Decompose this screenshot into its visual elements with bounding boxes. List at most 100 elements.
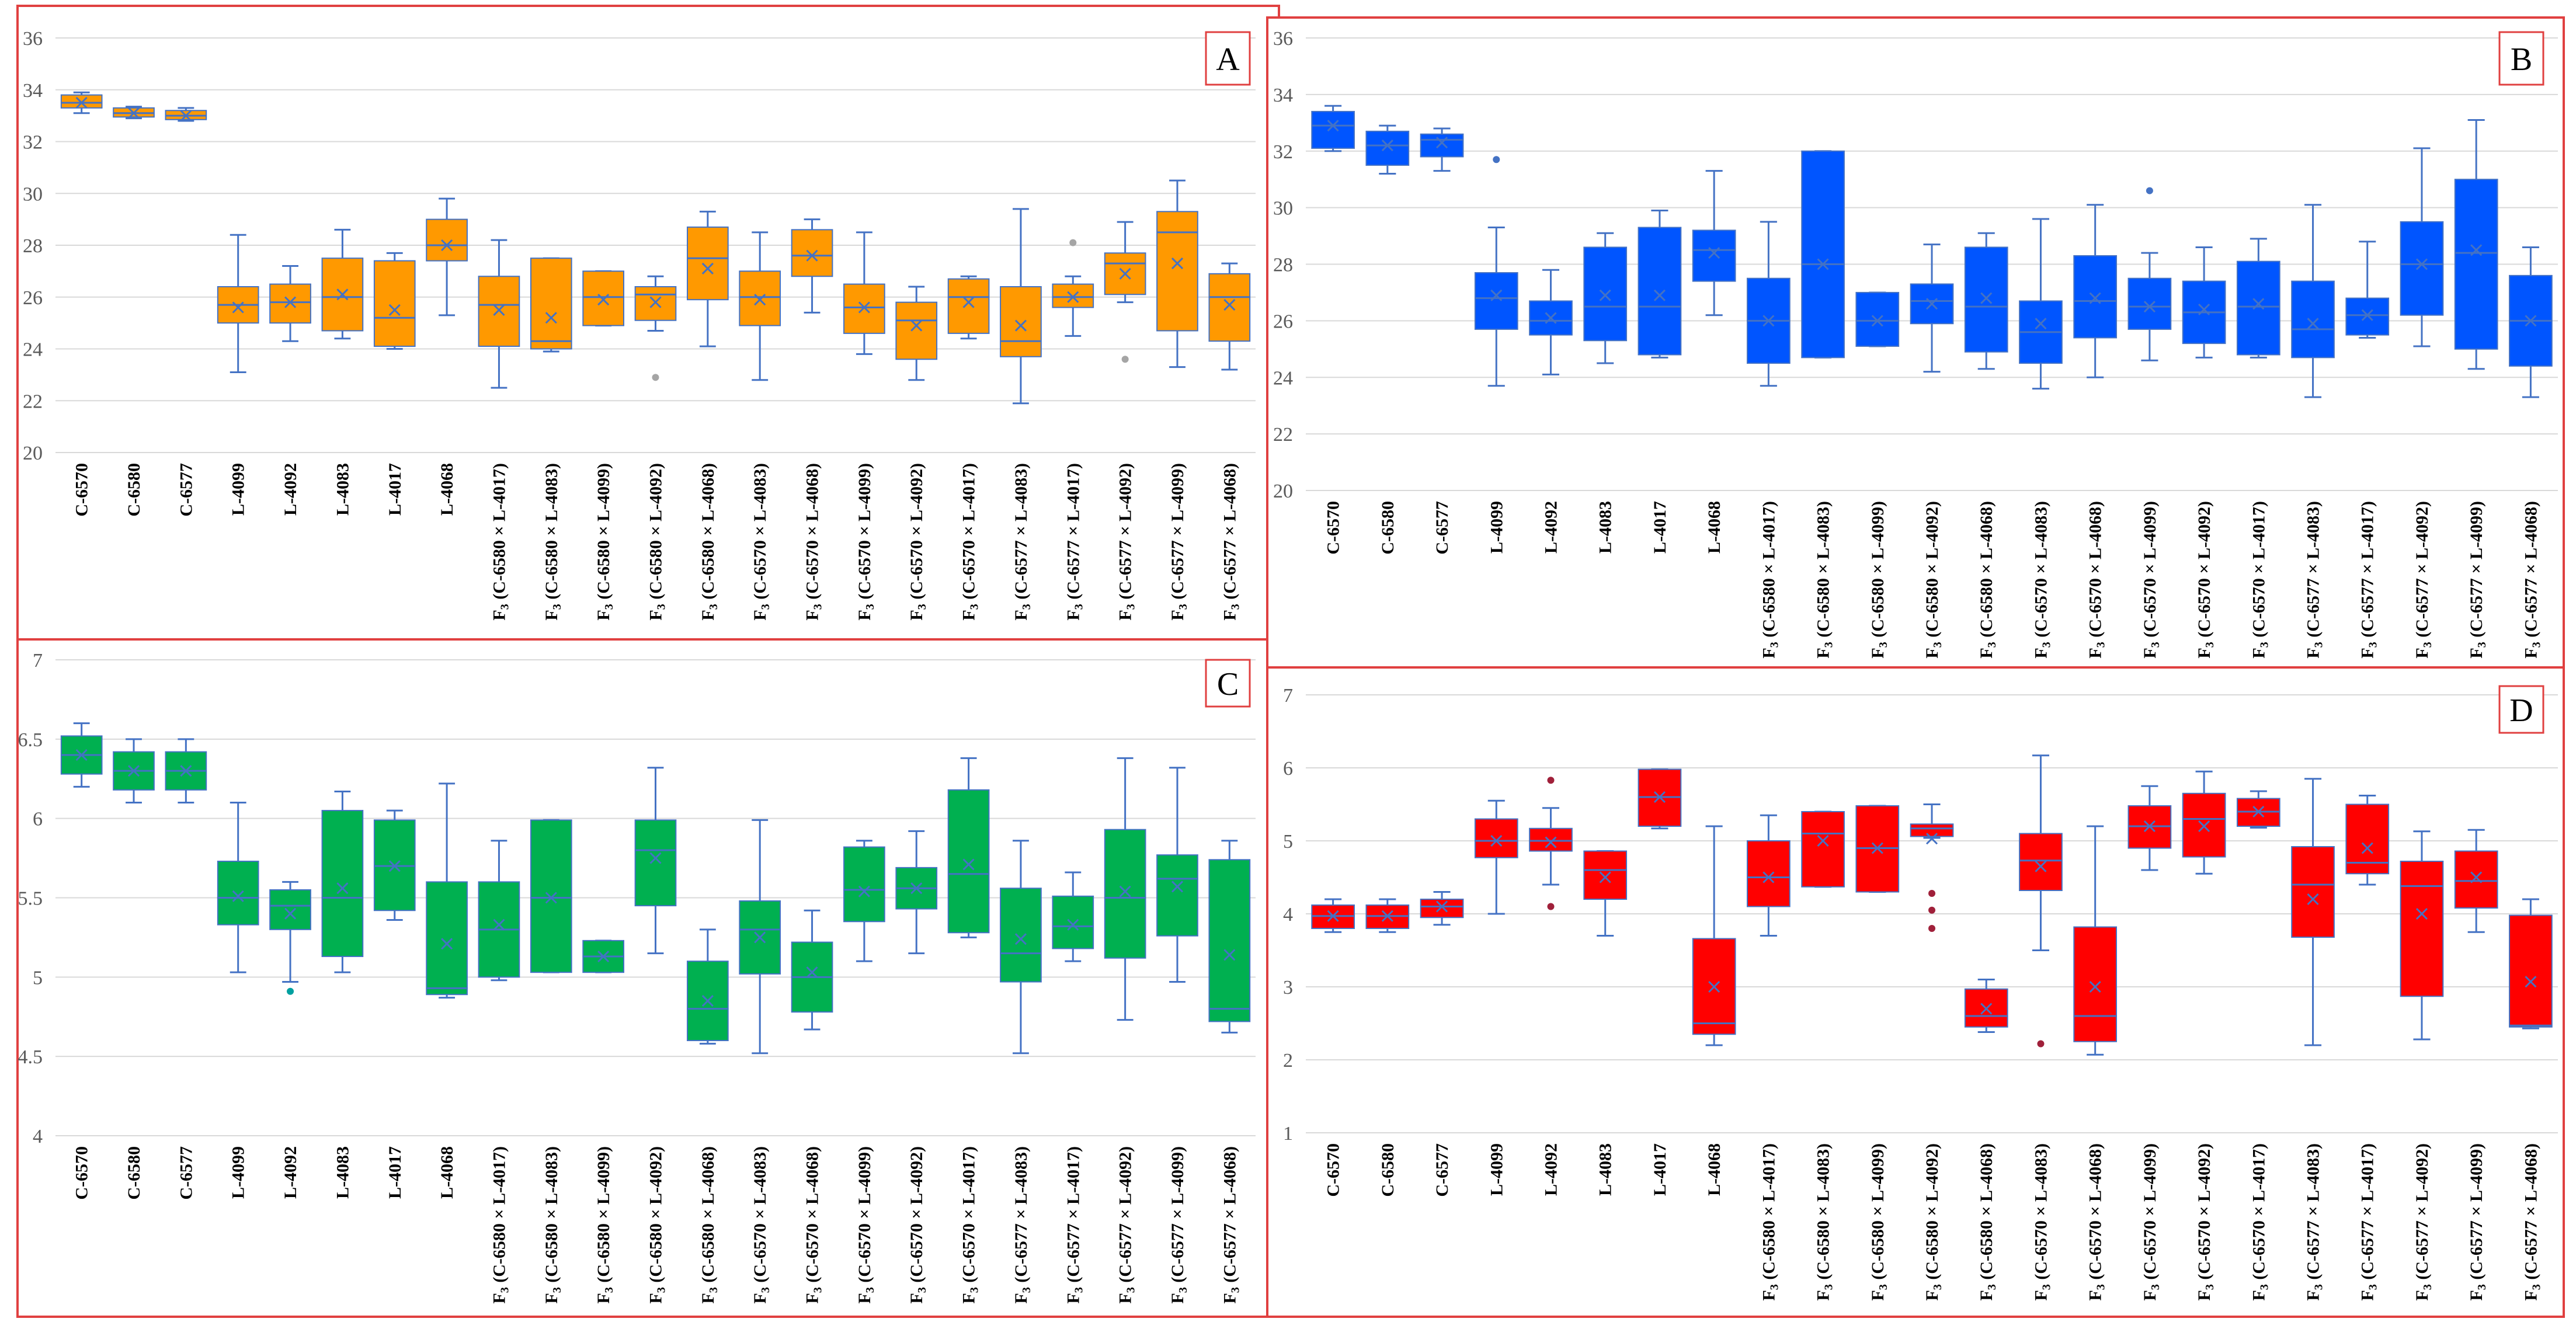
y-tick-label: 20 (23, 443, 43, 464)
box-body (895, 301, 938, 360)
mean-marker (1381, 140, 1393, 152)
box-body (791, 229, 833, 277)
mean-marker (1435, 900, 1448, 913)
panel-letter-box (2498, 685, 2544, 734)
x-tick-label: F3 (C-6580 × L-4017) (489, 463, 511, 621)
box-15 (2073, 204, 2118, 378)
panel-a: 20 22 24 26 28 30 32 34 36 A C-6570 C-6580 C-6577 L-4… (16, 5, 1280, 641)
x-tick-label: L-4083 (1596, 1143, 1615, 1196)
mean-marker (180, 765, 192, 777)
box-9 (478, 840, 520, 982)
x-tick-label: C-6577 (176, 1146, 196, 1200)
mean-marker (1599, 289, 1611, 301)
box-4 (217, 234, 259, 373)
box-4 (1474, 156, 1518, 387)
box-7 (373, 252, 416, 350)
mean-marker (2525, 315, 2537, 327)
box-body (843, 283, 885, 334)
box-20 (1052, 871, 1094, 962)
box-3 (165, 107, 207, 122)
mean-marker (1119, 267, 1131, 280)
mean-marker (1653, 791, 1666, 803)
box-body (1855, 291, 1900, 347)
box-body (843, 846, 885, 923)
box-body (947, 789, 990, 934)
mean-marker (1119, 885, 1131, 897)
x-tick-label: C-6570 (72, 1146, 92, 1200)
box-5 (1529, 777, 1573, 910)
box-23 (1208, 840, 1251, 1034)
y-tick-label: 24 (1273, 367, 1293, 389)
x-tick-label: F3 (C-6580 × L-4092) (1923, 501, 1944, 659)
y-tick-label: 4.5 (18, 1046, 43, 1068)
x-tick-label: F3 (C-6580 × L-4017) (1759, 501, 1781, 659)
y-tick-label: 30 (23, 183, 43, 205)
y-tick-label: 7 (1283, 685, 1293, 707)
mean-marker (2035, 860, 2047, 872)
x-tick-label: F3 (C-6577 × L-4099) (2467, 1143, 2488, 1301)
x-tick-label: F3 (C-6580 × L-4068) (1977, 1143, 1998, 1301)
x-tick-label: F3 (C-6577 × L-4092) (1116, 1146, 1138, 1304)
panel-c: 4 4.5 5 5.5 6 6.5 7 C C-6570 C-6580 C-6577 L-4099 L-… (16, 638, 1268, 1318)
y-tick-label: 2 (1283, 1050, 1293, 1071)
outlier-point (1069, 239, 1077, 246)
box-6 (1583, 850, 1628, 937)
box-21 (2400, 147, 2444, 347)
x-tick-label: F3 (C-6577 × L-4017) (1063, 1146, 1085, 1304)
box-body (1000, 888, 1042, 983)
box-1 (60, 722, 103, 788)
x-tick-label: F3 (C-6570 × L-4083) (2031, 501, 2053, 659)
x-tick-label: F3 (C-6577 × L-4017) (1063, 463, 1085, 621)
box-6 (321, 228, 364, 340)
box-21 (1104, 221, 1146, 363)
mean-marker (180, 110, 192, 122)
box-18 (2236, 238, 2280, 359)
box-12 (634, 275, 677, 381)
y-tick-label: 22 (23, 391, 43, 412)
box-body (582, 270, 624, 326)
x-tick-label: L-4099 (1487, 1143, 1506, 1196)
x-tick-label: L-4068 (1705, 501, 1724, 554)
y-tick-label: 6 (1283, 758, 1293, 780)
mean-marker (597, 294, 610, 306)
mean-marker (754, 294, 766, 306)
box-body (2454, 850, 2498, 909)
x-tick-label: F3 (C-6577 × L-4099) (2467, 501, 2488, 659)
x-tick-label: F3 (C-6570 × L-4017) (960, 463, 981, 621)
mean-marker (127, 107, 140, 119)
y-tick-label: 5 (1283, 831, 1293, 853)
box-8 (426, 782, 468, 999)
box-body (1208, 273, 1251, 342)
box-body (2400, 221, 2444, 316)
outlier-point (2037, 1040, 2045, 1048)
x-tick-label: F3 (C-6577 × L-4099) (1168, 463, 1190, 621)
box-19 (1000, 208, 1042, 405)
panel-letter: D (2509, 693, 2533, 729)
y-tick-label: 26 (23, 287, 43, 309)
x-tick-label: F3 (C-6577 × L-4017) (2358, 501, 2380, 659)
y-tick-label: 34 (1273, 85, 1293, 106)
mean-marker (284, 296, 297, 308)
box-body (1583, 246, 1628, 342)
box-6 (321, 790, 364, 973)
box-body (1156, 854, 1198, 937)
box-11 (582, 940, 624, 973)
mean-marker (649, 852, 662, 864)
mean-marker (127, 765, 140, 777)
y-tick-label: 20 (1273, 481, 1293, 502)
box-15 (2073, 825, 2118, 1056)
box-body (947, 278, 990, 334)
box-3 (1420, 891, 1464, 926)
x-tick-label: C-6577 (1433, 501, 1452, 555)
box-9 (1746, 814, 1791, 937)
box-body (1420, 899, 1464, 919)
mean-marker (858, 301, 870, 314)
mean-marker (1925, 298, 1938, 310)
mean-marker (388, 304, 401, 316)
box-22 (2454, 119, 2498, 370)
x-tick-label: F3 (C-6580 × L-4017) (1759, 1143, 1781, 1301)
x-tick-label: F3 (C-6570 × L-4068) (803, 1146, 825, 1304)
x-tick-label: F3 (C-6580 × L-4099) (594, 1146, 616, 1304)
box-10 (530, 819, 572, 973)
x-tick-label: F3 (C-6580 × L-4092) (646, 463, 668, 621)
